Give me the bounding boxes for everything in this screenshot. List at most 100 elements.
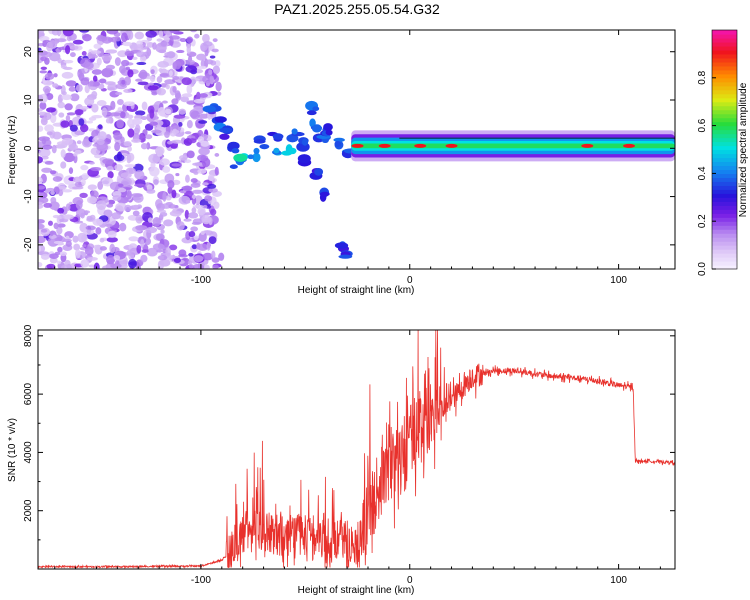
noise-speckle (39, 70, 48, 74)
noise-speckle (88, 264, 96, 268)
noise-speckle (135, 263, 141, 269)
noise-speckle (171, 98, 179, 105)
noise-speckle (110, 263, 122, 269)
noise-speckle (92, 75, 98, 83)
noise-speckle (146, 188, 156, 194)
noise-speckle (57, 57, 62, 64)
noise-speckle (47, 237, 59, 247)
noise-speckle (40, 56, 48, 62)
noise-speckle (137, 81, 149, 86)
noise-speckle (86, 120, 94, 124)
noise-speckle (91, 69, 103, 75)
noise-speckle (81, 51, 87, 56)
noise-speckle (140, 254, 148, 263)
colorbar-tick-label: 0.2 (697, 214, 708, 228)
spectrogram-ylabel: Frequency (Hz) (7, 116, 18, 185)
noise-speckle (97, 131, 107, 141)
noise-speckle (41, 155, 49, 160)
noise-speckle (181, 77, 192, 86)
noise-speckle (149, 166, 160, 177)
noise-speckle (154, 146, 165, 156)
noise-speckle (102, 158, 114, 165)
noise-speckle (113, 154, 125, 162)
x-tick-label: 100 (610, 275, 627, 286)
noise-speckle (211, 48, 219, 53)
noise-speckle (184, 190, 194, 198)
colorbar-swatch (712, 189, 737, 194)
colorbar-swatch (712, 149, 737, 155)
noise-speckle (65, 80, 77, 87)
noise-speckle (116, 119, 124, 129)
noise-speckle (62, 214, 74, 220)
noise-speckle (157, 107, 166, 117)
colorbar-swatch (712, 225, 737, 230)
colorbar-swatch (712, 37, 737, 43)
noise-speckle (212, 65, 221, 75)
noise-speckle (197, 168, 207, 174)
noise-speckle (38, 201, 44, 205)
noise-speckle (61, 94, 72, 101)
signal-blob (227, 141, 240, 150)
noise-speckle (97, 35, 108, 42)
y-tick-label: -20 (23, 237, 34, 252)
noise-speckle (193, 106, 204, 111)
noise-speckle (149, 109, 155, 119)
noise-speckle (86, 196, 98, 204)
noise-speckle (149, 121, 158, 126)
noise-speckle (148, 153, 161, 164)
noise-speckle (186, 44, 191, 55)
noise-speckle (57, 207, 65, 214)
noise-speckle (172, 86, 177, 93)
noise-speckle (39, 30, 45, 33)
noise-speckle (140, 142, 148, 150)
noise-speckle (190, 110, 200, 120)
noise-speckle (110, 100, 116, 110)
noise-speckle (134, 170, 145, 180)
noise-speckle (211, 250, 216, 259)
noise-speckle (114, 57, 121, 66)
signal-blob (202, 105, 216, 113)
noise-speckle (173, 257, 181, 264)
noise-speckle (59, 251, 68, 257)
noise-speckle (117, 187, 127, 193)
noise-speckle (157, 61, 170, 68)
noise-speckle (188, 138, 197, 144)
noise-speckle (107, 199, 116, 205)
noise-speckle (51, 30, 60, 36)
noise-speckle (120, 172, 132, 179)
noise-speckle (201, 215, 212, 225)
signal-blob (297, 154, 311, 164)
noise-speckle (65, 203, 71, 211)
noise-speckle (39, 101, 47, 110)
noise-speckle (93, 262, 100, 269)
colorbar-swatch (712, 41, 737, 47)
noise-speckle (215, 81, 222, 92)
noise-speckle (101, 67, 114, 78)
noise-speckle (38, 219, 45, 224)
noise-speckle (46, 107, 56, 113)
noise-speckle (95, 227, 102, 235)
colorbar-swatch (712, 129, 737, 135)
noise-speckle (114, 141, 121, 152)
noise-speckle (49, 257, 58, 264)
noise-speckle (196, 53, 207, 61)
noise-speckle (68, 86, 76, 92)
noise-speckle (89, 80, 94, 87)
noise-speckle (44, 72, 55, 80)
noise-speckle (201, 182, 209, 186)
noise-speckle (60, 120, 70, 128)
noise-speckle (54, 251, 61, 256)
colorbar-swatch (712, 169, 737, 174)
colorbar-swatch (712, 113, 737, 119)
noise-speckle (79, 124, 89, 133)
noise-speckle (198, 93, 208, 98)
noise-speckle (162, 191, 167, 202)
noise-speckle (68, 143, 78, 151)
noise-speckle (113, 132, 123, 140)
signal-blob (273, 147, 280, 154)
noise-speckle (146, 247, 158, 257)
y-tick-label: 0 (23, 145, 34, 151)
noise-speckle (90, 50, 102, 55)
noise-speckle (86, 215, 93, 221)
noise-speckle (130, 193, 143, 198)
